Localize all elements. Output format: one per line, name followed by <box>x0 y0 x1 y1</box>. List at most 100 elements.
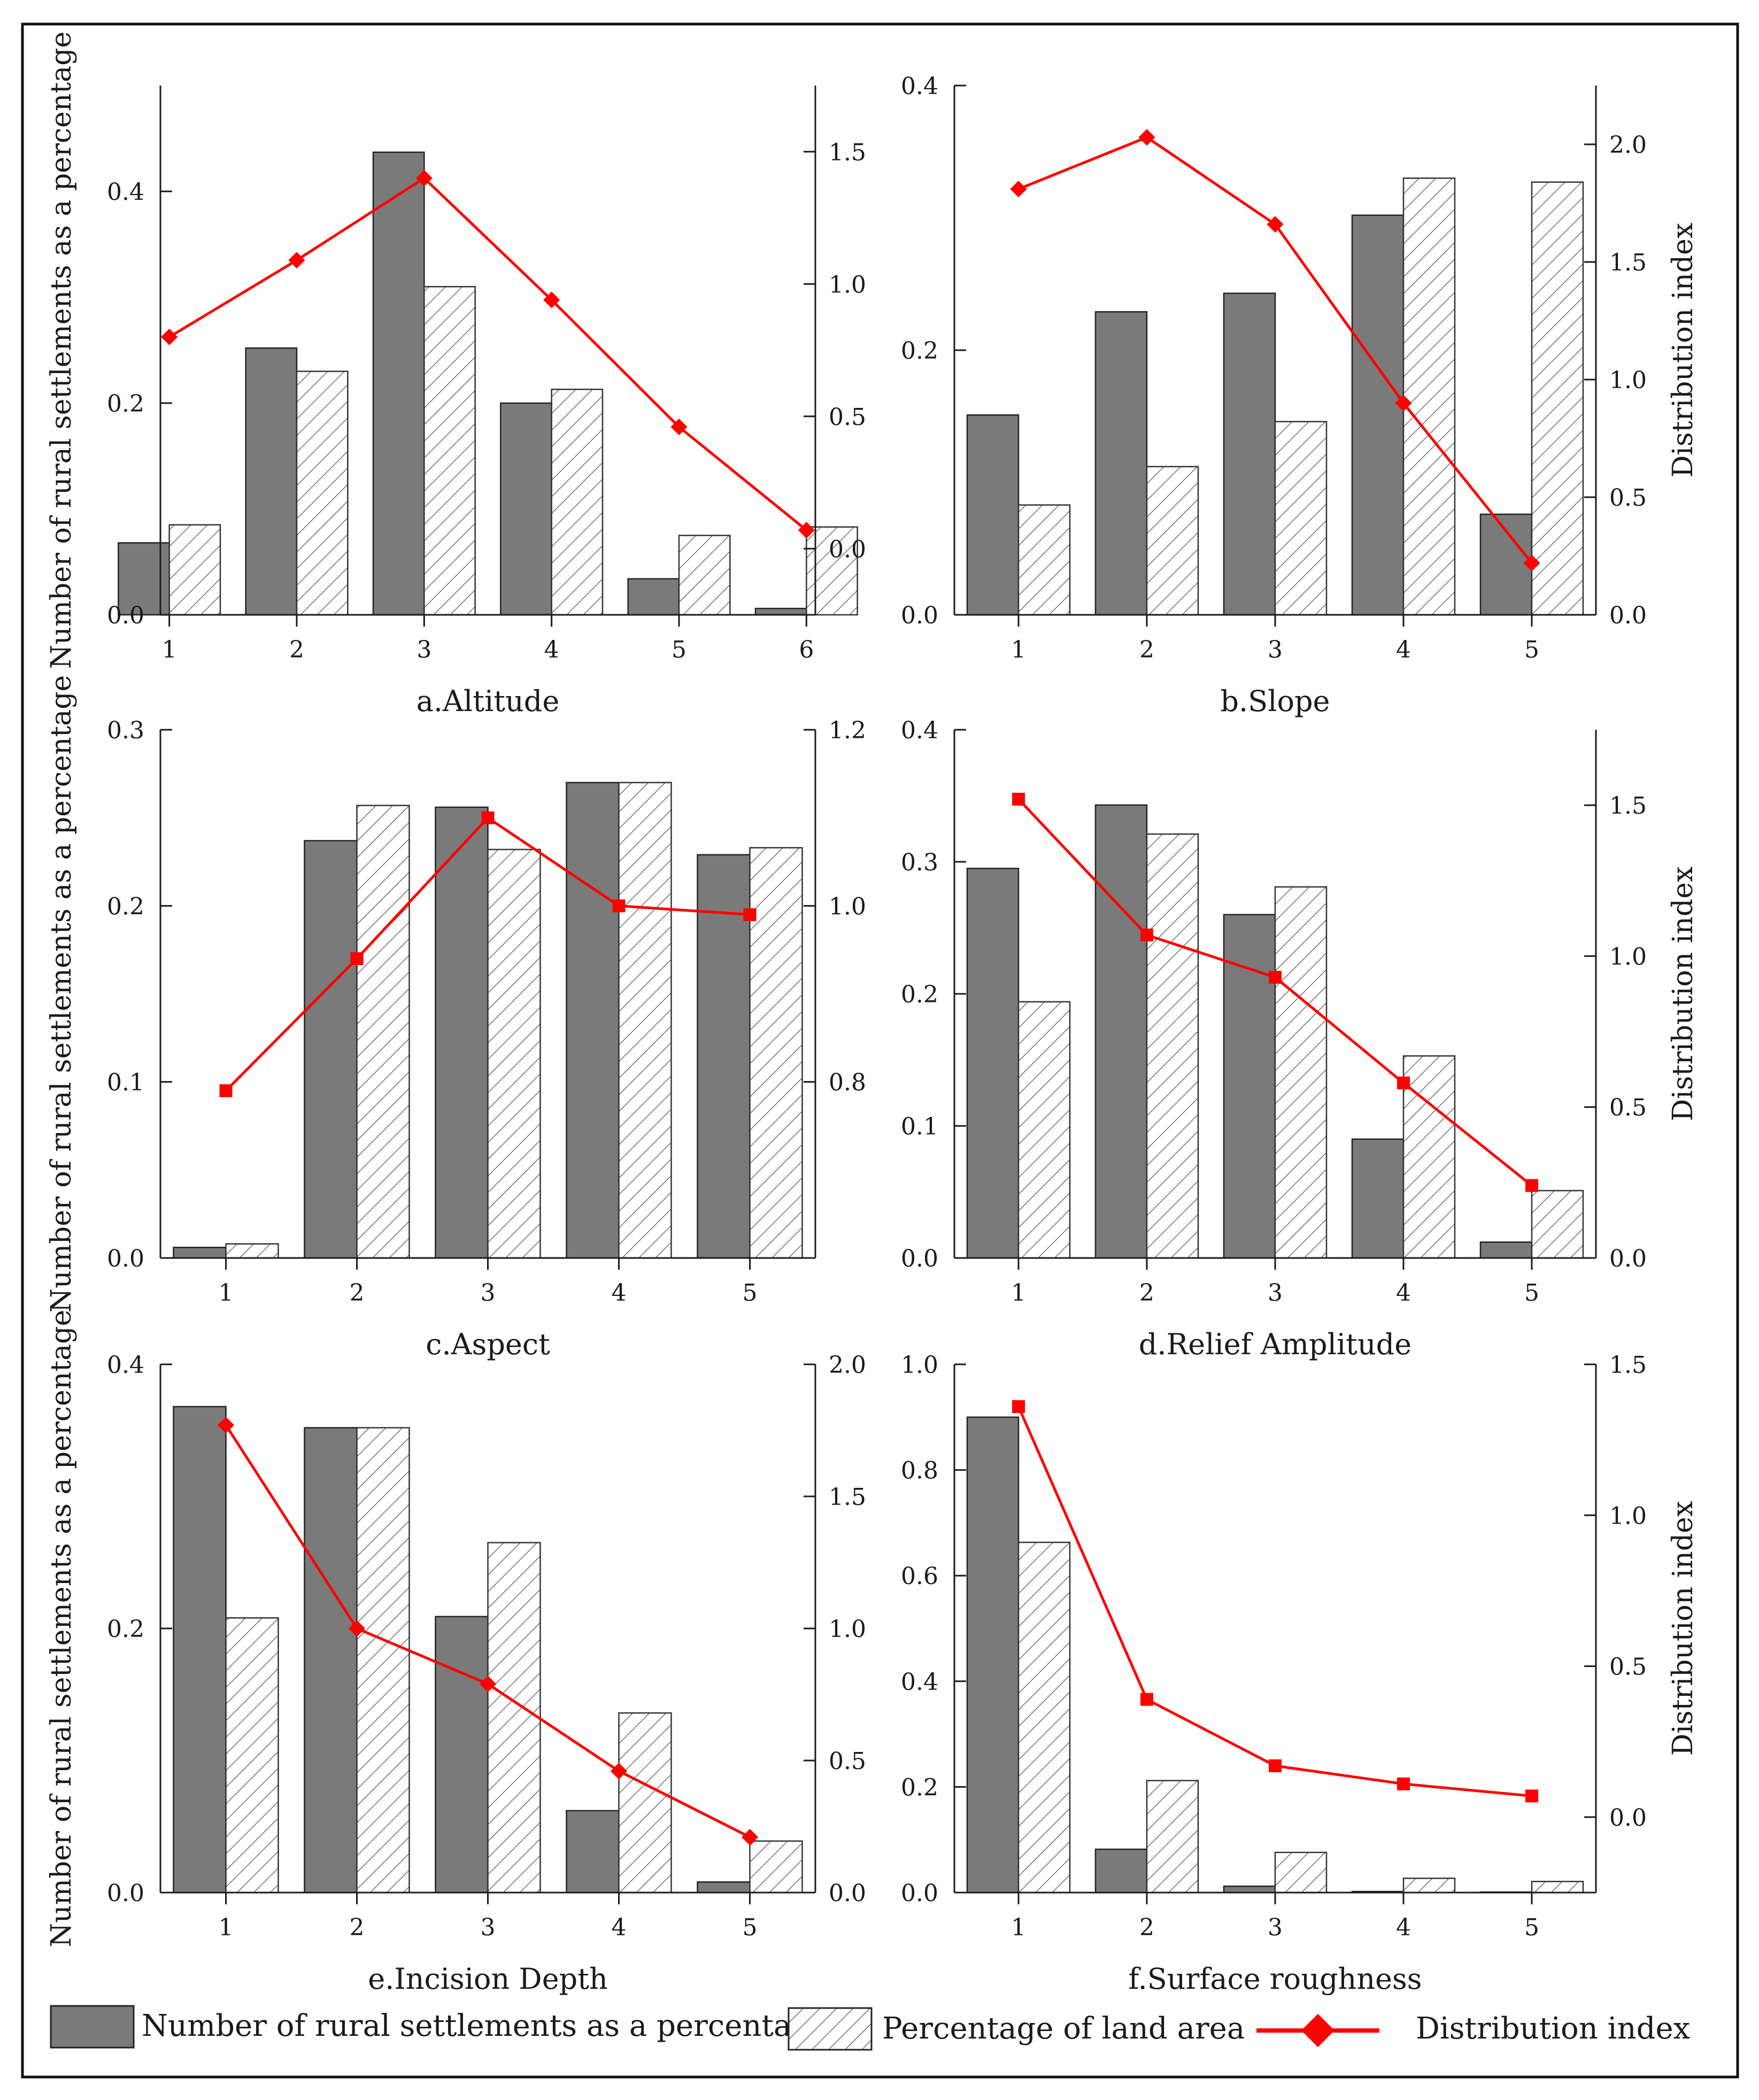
distribution-index-point <box>348 1620 366 1637</box>
land-area-bar <box>551 389 604 616</box>
panel-title: e.Incision Depth <box>368 1962 607 1996</box>
left-y-tick-label: 0.0 <box>901 1245 938 1272</box>
x-tick-label: 5 <box>1524 1914 1539 1941</box>
land-area-bar <box>618 1712 672 1894</box>
distribution-index-point <box>1010 181 1027 198</box>
right-y-tick-label: 1.0 <box>1609 1502 1647 1530</box>
land-area-bar <box>1017 1001 1071 1259</box>
x-tick-label: 5 <box>672 636 686 663</box>
left-y-tick-label: 0.2 <box>901 1774 938 1801</box>
settlement-bar <box>173 1406 227 1894</box>
right-y-tick-label: 1.0 <box>829 893 866 920</box>
distribution-index-point <box>1525 1179 1538 1192</box>
x-tick-label: 5 <box>1524 1279 1539 1307</box>
right-y-tick-label: 1.5 <box>1609 249 1647 276</box>
land-area-bar <box>356 805 410 1259</box>
panel-title: f.Surface roughness <box>1129 1962 1422 1996</box>
left-y-tick-label: 0.0 <box>107 602 144 629</box>
left-y-tick-label: 0.3 <box>107 717 144 744</box>
panel-title: b.Slope <box>1220 684 1330 718</box>
legend-land-label: Percentage of land area <box>882 2011 1245 2046</box>
land-area-bar <box>168 524 221 616</box>
left-y-axis-label: Number of rural settlements as a percent… <box>45 32 78 669</box>
right-y-tick-label: 0.0 <box>1609 1804 1647 1832</box>
settlement-bar <box>1479 1241 1533 1259</box>
x-tick-label: 2 <box>350 1914 365 1941</box>
legend-index-marker <box>1301 2013 1335 2048</box>
settlement-bar <box>1223 292 1276 616</box>
settlement-bar <box>435 1616 489 1894</box>
settlement-bar <box>966 414 1020 616</box>
right-y-tick-label: 1.0 <box>1609 943 1647 970</box>
settlement-bar <box>1223 1885 1276 1894</box>
x-tick-label: 2 <box>1139 1279 1154 1307</box>
distribution-index-point <box>612 899 626 913</box>
left-y-tick-label: 0.2 <box>107 893 144 920</box>
right-y-axis-label: Distribution index <box>1667 223 1699 478</box>
left-y-tick-label: 0.3 <box>901 849 938 876</box>
x-tick-label: 4 <box>544 636 559 663</box>
settlement-bar <box>1351 1138 1405 1259</box>
land-area-bar <box>1017 1541 1071 1894</box>
land-area-bar <box>1531 1190 1584 1259</box>
settlement-bar <box>697 1881 751 1894</box>
left-y-tick-label: 0.2 <box>107 1616 144 1643</box>
legend-land-swatch <box>788 2007 873 2051</box>
settlement-bar <box>754 607 807 616</box>
settlement-bar <box>435 806 489 1259</box>
chart-panel-b.Slope: 1 2 3 4 5 0.0 0.2 0.4 0.0 0.5 1.0 1.5 2.0 b.Slope Dist… <box>901 73 1699 718</box>
legend-settlement-label: Number of rural settlements as a percent… <box>142 2009 828 2043</box>
panel-title: c.Aspect <box>426 1327 550 1361</box>
distribution-index-point <box>350 952 364 966</box>
distribution-index-line <box>168 176 807 531</box>
left-y-tick-label: 1.0 <box>901 1352 938 1379</box>
land-area-bar <box>1531 181 1584 616</box>
left-y-tick-label: 0.0 <box>107 1245 144 1272</box>
right-y-tick-label: 1.5 <box>829 139 866 166</box>
distribution-index-point <box>1395 395 1412 412</box>
land-area-bar <box>749 1840 803 1894</box>
chart-panel-e.Incision Depth: 1 2 3 4 5 0.0 0.2 0.4 0.0 0.5 1.0 1.5 2.0 e.Incision … <box>45 1310 866 1996</box>
legend: Number of rural settlements as a percent… <box>50 2005 1690 2051</box>
distribution-index-point <box>1012 792 1025 806</box>
distribution-index-point <box>1397 1076 1410 1090</box>
land-area-bar <box>1402 1055 1456 1259</box>
distribution-index-point <box>219 1084 233 1098</box>
right-y-tick-label: 0.5 <box>829 1748 866 1775</box>
left-y-tick-label: 0.2 <box>901 337 938 365</box>
settlement-bar <box>245 347 298 616</box>
right-y-tick-label: 0.5 <box>1609 1654 1647 1681</box>
panel-title: d.Relief Amplitude <box>1139 1327 1411 1361</box>
right-y-tick-label: 0.0 <box>1609 1245 1647 1272</box>
land-area-bar <box>678 535 731 616</box>
x-tick-label: 5 <box>1524 636 1539 663</box>
right-y-tick-label: 2.0 <box>1609 132 1647 159</box>
left-y-tick-label: 0.8 <box>901 1457 938 1485</box>
left-y-axis-label: Number of rural settlements as a percent… <box>45 1310 78 1948</box>
land-area-bar <box>1274 1851 1328 1894</box>
settlement-bar <box>1094 1848 1148 1894</box>
x-tick-label: 2 <box>1139 1914 1154 1941</box>
land-area-bar <box>1146 833 1199 1259</box>
land-area-bar <box>296 370 349 616</box>
left-y-tick-label: 0.2 <box>901 981 938 1008</box>
x-tick-label: 1 <box>1011 1914 1026 1941</box>
land-area-bar <box>1274 421 1328 616</box>
settlement-bar <box>1351 214 1405 616</box>
land-area-bar <box>1531 1881 1584 1894</box>
x-tick-label: 3 <box>481 1914 496 1941</box>
figure-border <box>21 22 1739 2079</box>
x-tick-label: 4 <box>612 1914 627 1941</box>
distribution-index-point <box>610 1763 628 1780</box>
x-tick-label: 2 <box>1139 636 1154 663</box>
left-y-tick-label: 0.4 <box>901 73 938 100</box>
x-tick-label: 4 <box>1396 1279 1411 1307</box>
land-area-bar <box>423 285 476 616</box>
x-tick-label: 3 <box>1268 1914 1283 1941</box>
distribution-index-point <box>217 1417 235 1434</box>
settlement-bar <box>1094 804 1148 1259</box>
left-y-axis-label: Number of rural settlements as a percent… <box>45 675 78 1313</box>
distribution-index-point <box>743 908 757 921</box>
x-tick-label: 4 <box>612 1279 627 1307</box>
left-y-tick-label: 0.4 <box>901 1669 938 1696</box>
